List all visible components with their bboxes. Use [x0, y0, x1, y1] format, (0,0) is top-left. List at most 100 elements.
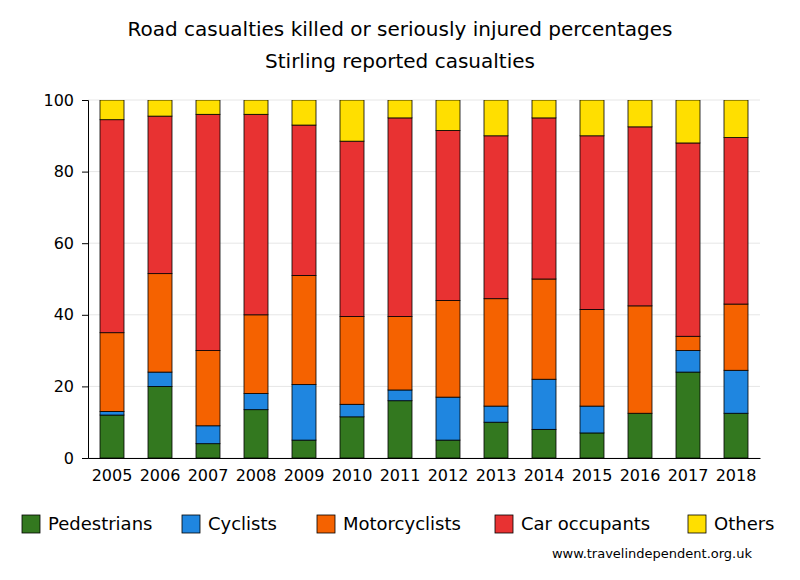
x-tick: 2006 [140, 458, 181, 485]
bar-segment [148, 386, 172, 458]
annotation: www.travelindependent.org.uk [552, 546, 753, 561]
chart: Road casualties killed or seriously inju… [0, 0, 800, 580]
bar-segment [724, 370, 748, 413]
bar-segment [628, 306, 652, 413]
legend-swatch [317, 515, 335, 533]
bar-segment [340, 317, 364, 405]
bar-segment [292, 125, 316, 275]
y-tick-label: 20 [54, 377, 74, 396]
x-tick-label: 2008 [236, 466, 277, 485]
bar-segment [100, 120, 124, 333]
bar-segment [628, 413, 652, 458]
y-tick: 80 [54, 162, 88, 181]
bar-segment [676, 100, 700, 143]
y-axis-line [82, 101, 89, 459]
bar-segment [148, 100, 172, 116]
y-tick-label: 40 [54, 305, 74, 324]
y-tick-mark [82, 172, 88, 173]
bar-segment [244, 315, 268, 394]
title: Road casualties killed or seriously inju… [127, 17, 672, 41]
bar-segment [484, 406, 508, 422]
bar-segment [532, 118, 556, 279]
legend-label: Car occupants [521, 513, 650, 534]
bar-segment [532, 429, 556, 458]
x-tick-label: 2006 [140, 466, 181, 485]
grid [88, 100, 760, 458]
bar-segment [244, 100, 268, 114]
grid-line [88, 458, 760, 459]
bar-segment [100, 333, 124, 412]
y-tick-label: 100 [43, 91, 74, 110]
legend-swatch [495, 515, 513, 533]
x-tick-label: 2014 [524, 466, 565, 485]
legend-item: Car occupants [495, 513, 650, 534]
x-tick-label: 2010 [332, 466, 373, 485]
legend-item: Pedestrians [22, 513, 152, 534]
bar-segment [580, 136, 604, 310]
bar-segment [340, 141, 364, 316]
bar-segment [580, 100, 604, 136]
x-tick: 2016 [620, 458, 661, 485]
x-tick-label: 2017 [668, 466, 709, 485]
bar-segment [388, 401, 412, 458]
bar-segment [436, 397, 460, 440]
x-tick: 2005 [92, 458, 133, 485]
y-tick-mark [82, 243, 88, 244]
legend-swatch [182, 515, 200, 533]
bar-segment [580, 433, 604, 458]
bar-segment [724, 413, 748, 458]
bar-segment [196, 351, 220, 426]
bar-segment [292, 275, 316, 384]
bar-segment [388, 390, 412, 401]
y-tick-label: 0 [64, 449, 74, 468]
bar-segment [196, 114, 220, 350]
legend-label: Cyclists [208, 513, 277, 534]
bar-segment [244, 114, 268, 314]
grid-line [88, 243, 760, 244]
x-tick-label: 2009 [284, 466, 325, 485]
bar-segment [436, 130, 460, 300]
bar-segment [484, 422, 508, 458]
bar-segment [580, 406, 604, 433]
bar-segment [148, 116, 172, 274]
legend-item: Motorcyclists [317, 513, 461, 534]
x-tick-label: 2012 [428, 466, 469, 485]
bars [100, 100, 748, 458]
x-tick: 2012 [428, 458, 469, 485]
bar-segment [676, 351, 700, 372]
bar-segment [100, 100, 124, 120]
bar-segment [148, 372, 172, 386]
y-axis: 0 20 40 60 80 100 [43, 91, 88, 468]
x-tick-label: 2013 [476, 466, 517, 485]
x-tick: 2008 [236, 458, 277, 485]
bar-segment [244, 394, 268, 410]
x-tick-label: 2016 [620, 466, 661, 485]
y-tick-mark [82, 458, 88, 459]
bar-segment [244, 410, 268, 458]
x-tick: 2015 [572, 458, 613, 485]
bar-segment [100, 415, 124, 458]
bar-segment [628, 127, 652, 306]
bar-segment [532, 100, 556, 118]
grid-line [88, 171, 760, 172]
x-tick: 2007 [188, 458, 229, 485]
y-tick-mark [82, 100, 88, 101]
x-tick: 2009 [284, 458, 325, 485]
bar-segment [148, 274, 172, 372]
legend-item: Cyclists [182, 513, 277, 534]
legend-swatch [688, 515, 706, 533]
x-tick-label: 2011 [380, 466, 421, 485]
legend-label: Motorcyclists [343, 513, 461, 534]
bar-segment [340, 100, 364, 141]
x-tick: 2014 [524, 458, 565, 485]
y-tick: 60 [54, 234, 88, 253]
bar-segment [676, 336, 700, 350]
bar-segment [292, 385, 316, 440]
bar-segment [436, 300, 460, 397]
legend: Pedestrians Cyclists Motorcyclists Car occu… [22, 513, 775, 534]
bar-segment [724, 100, 748, 138]
y-tick-mark [82, 386, 88, 387]
x-axis: 2005 2006 2007 2008 2009 2010 2011 2012 2013 2014… [89, 458, 761, 485]
x-tick-label: 2007 [188, 466, 229, 485]
y-tick: 0 [64, 449, 88, 468]
